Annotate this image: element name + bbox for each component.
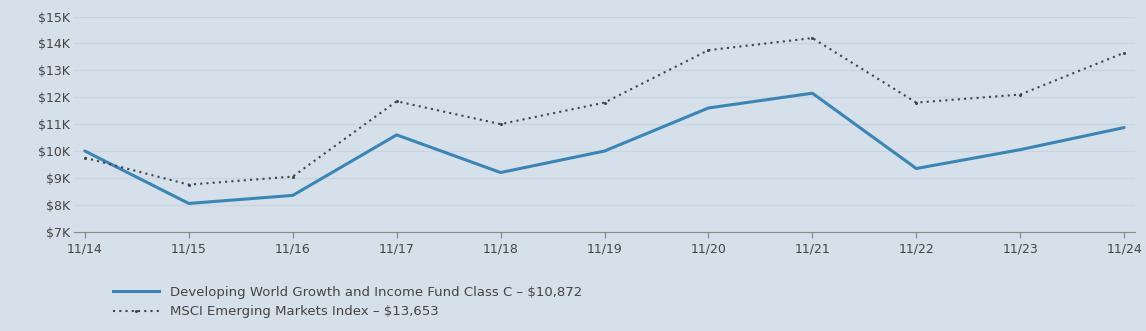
Legend: Developing World Growth and Income Fund Class C – $10,872, MSCI Emerging Markets: Developing World Growth and Income Fund …: [113, 286, 582, 318]
